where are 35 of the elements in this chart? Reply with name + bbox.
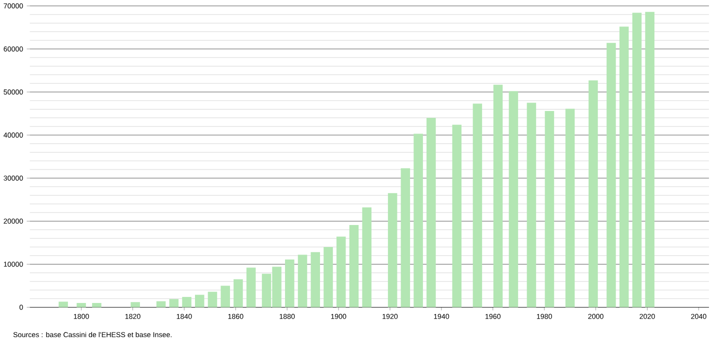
bar <box>426 118 436 308</box>
bar <box>336 236 346 308</box>
bar <box>169 299 179 308</box>
bar <box>565 109 575 308</box>
bar <box>285 260 294 308</box>
bar <box>246 268 256 308</box>
bar <box>362 208 372 308</box>
bar <box>156 301 166 308</box>
bar <box>452 124 462 308</box>
bar <box>388 193 398 308</box>
bar <box>526 102 536 308</box>
bar <box>606 43 616 308</box>
bar <box>645 12 654 308</box>
bar <box>619 26 629 308</box>
bar <box>220 286 230 308</box>
bar <box>349 225 359 308</box>
bar <box>310 252 320 308</box>
bar <box>92 303 102 308</box>
bar <box>182 297 192 308</box>
bar <box>493 84 503 308</box>
bar <box>544 111 554 308</box>
bar <box>298 254 308 308</box>
bar <box>130 302 140 308</box>
bar <box>208 292 218 308</box>
bar <box>632 12 642 308</box>
bar <box>324 247 333 308</box>
bar <box>195 294 204 308</box>
bar <box>472 104 482 308</box>
bar <box>234 279 243 308</box>
bar <box>588 80 598 308</box>
bar <box>400 168 410 308</box>
bar <box>58 302 68 308</box>
bar <box>508 91 518 308</box>
bar <box>76 303 86 308</box>
bar <box>414 134 423 308</box>
